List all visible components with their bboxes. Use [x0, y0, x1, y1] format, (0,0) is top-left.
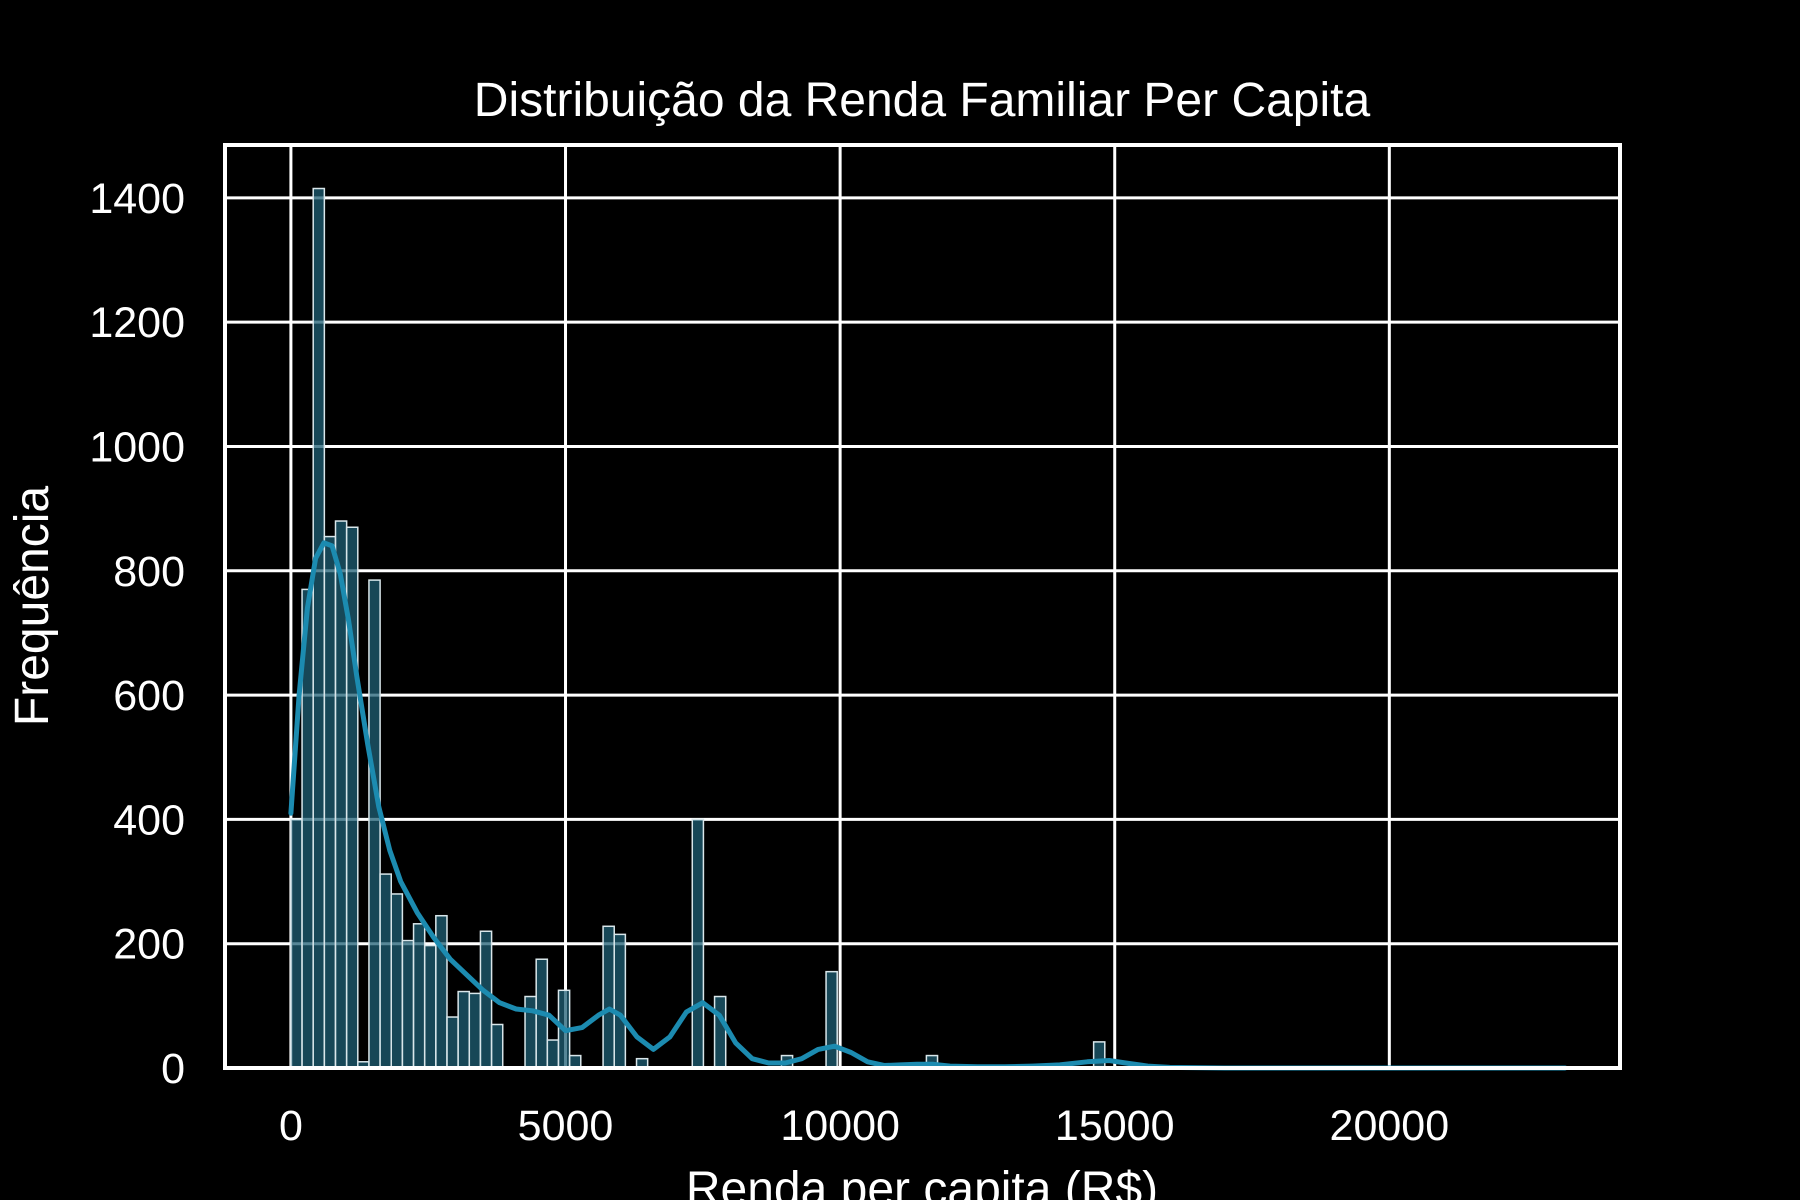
- x-tick-label: 5000: [518, 1102, 614, 1150]
- x-tick-label: 10000: [780, 1102, 900, 1150]
- y-tick-label: 800: [113, 548, 185, 596]
- histogram-bar: [825, 970, 838, 1069]
- histogram-bar: [312, 187, 326, 1069]
- x-tick-labels: 0 5000 10000 15000 20000: [279, 1102, 1449, 1150]
- y-tick-label: 200: [113, 921, 185, 969]
- histogram-bar: [412, 923, 426, 1069]
- chart-title: Distribuição da Renda Familiar Per Capit…: [474, 74, 1371, 127]
- histogram-bar: [323, 535, 337, 1069]
- y-tick-label: 400: [113, 796, 185, 844]
- y-tick-label: 1200: [89, 299, 185, 347]
- histogram-bar: [401, 939, 415, 1069]
- x-tick-label: 15000: [1055, 1102, 1175, 1150]
- histogram-bar: [490, 1023, 504, 1069]
- histogram-bar: [468, 992, 482, 1069]
- histogram-bar: [602, 925, 615, 1069]
- histogram-bar: [457, 990, 471, 1069]
- histogram-bar: [290, 818, 303, 1069]
- histogram-bar: [613, 933, 627, 1069]
- histogram-bar: [368, 579, 381, 1069]
- histogram-bar: [691, 818, 705, 1069]
- histogram-bar: [479, 930, 493, 1069]
- y-tick-label: 0: [161, 1045, 185, 1093]
- y-tick-label: 600: [113, 672, 185, 720]
- histogram-bar: [1092, 1041, 1106, 1069]
- histogram-bar: [379, 873, 392, 1069]
- histogram-bars: [290, 187, 1106, 1069]
- y-tick-label: 1000: [89, 423, 185, 471]
- histogram-bar: [446, 1016, 459, 1069]
- x-axis-label: Renda per capita (R$): [686, 1163, 1158, 1200]
- y-tick-labels: 0 200 400 600 800 1000 1200 1400: [89, 175, 185, 1093]
- histogram-bar: [713, 995, 727, 1069]
- histogram-bar: [423, 944, 437, 1069]
- x-tick-label: 0: [279, 1102, 303, 1150]
- y-tick-label: 1400: [89, 175, 185, 223]
- grid-lines: [225, 145, 1620, 1070]
- kde-curve: [288, 540, 1568, 1071]
- plot-frame: [223, 143, 1622, 1070]
- histogram-bar: [546, 1039, 560, 1069]
- y-axis-label: Frequência: [6, 486, 59, 726]
- histogram-bar: [524, 995, 537, 1069]
- histogram-bar: [390, 893, 404, 1069]
- x-tick-label: 20000: [1330, 1102, 1450, 1150]
